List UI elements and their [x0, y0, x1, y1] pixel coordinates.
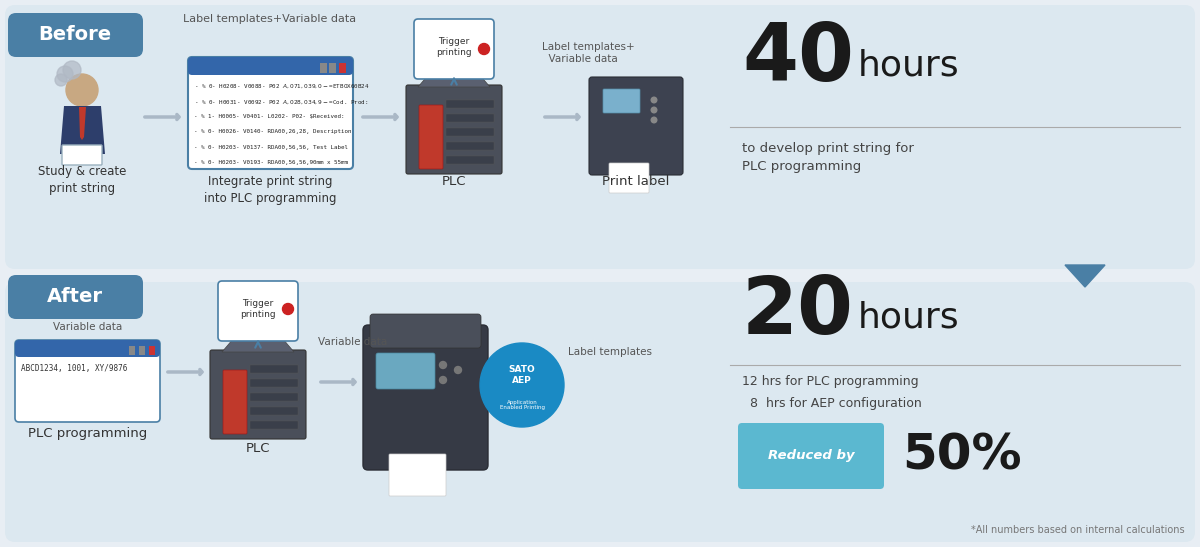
Bar	[139, 346, 145, 354]
Bar	[319, 62, 326, 73]
Text: Variable data: Variable data	[53, 322, 122, 332]
Text: Variable data: Variable data	[318, 337, 388, 347]
Text: Reduced by: Reduced by	[768, 450, 854, 463]
Text: Study & create
print string: Study & create print string	[38, 165, 126, 195]
Polygon shape	[222, 332, 294, 352]
Text: hours: hours	[858, 48, 960, 82]
FancyBboxPatch shape	[14, 340, 160, 357]
FancyBboxPatch shape	[218, 281, 298, 341]
Bar	[446, 114, 494, 122]
Text: Print label: Print label	[602, 175, 670, 188]
Bar	[250, 365, 298, 373]
Circle shape	[652, 97, 656, 103]
FancyBboxPatch shape	[414, 19, 494, 79]
FancyBboxPatch shape	[370, 314, 481, 348]
FancyBboxPatch shape	[14, 340, 160, 422]
Bar	[340, 62, 347, 73]
Text: SATO
AEP: SATO AEP	[509, 365, 535, 385]
Bar	[330, 62, 336, 73]
FancyBboxPatch shape	[604, 89, 640, 113]
Text: PLC: PLC	[442, 175, 467, 188]
FancyBboxPatch shape	[210, 350, 306, 439]
FancyBboxPatch shape	[376, 353, 436, 389]
FancyBboxPatch shape	[5, 5, 1195, 269]
Text: Integrate print string
into PLC programming: Integrate print string into PLC programm…	[204, 175, 336, 205]
Circle shape	[66, 74, 98, 106]
Circle shape	[652, 117, 656, 123]
Text: 12 hrs for PLC programming: 12 hrs for PLC programming	[742, 375, 919, 388]
Bar	[250, 421, 298, 429]
Text: Before: Before	[38, 26, 112, 44]
Circle shape	[480, 343, 564, 427]
Bar	[446, 100, 494, 108]
Polygon shape	[79, 107, 86, 140]
Text: Label templates: Label templates	[568, 347, 652, 357]
Bar	[446, 156, 494, 164]
Text: - % 1- H0005- V0401- L0202- P02- $Received:: - % 1- H0005- V0401- L0202- P02- $Receiv…	[194, 114, 344, 119]
Polygon shape	[1066, 265, 1105, 287]
Bar	[446, 142, 494, 150]
Text: Trigger
printing: Trigger printing	[240, 299, 276, 319]
Text: - % 0- H0208- V0088- P02 $A,071,039,0- $=ETBOX60B24: - % 0- H0208- V0088- P02 $A,071,039,0- $…	[194, 83, 370, 90]
FancyBboxPatch shape	[8, 275, 143, 319]
Text: 8  hrs for AEP configuration: 8 hrs for AEP configuration	[742, 397, 922, 410]
Text: - % 0- H0031- V0092- P02 $A,028,034,9- $=Cod. Prod:: - % 0- H0031- V0092- P02 $A,028,034,9- $…	[194, 98, 368, 106]
Text: After: After	[47, 288, 103, 306]
Circle shape	[652, 107, 656, 113]
FancyBboxPatch shape	[8, 13, 143, 57]
FancyBboxPatch shape	[610, 163, 649, 193]
Text: PLC programming: PLC programming	[29, 427, 148, 440]
FancyBboxPatch shape	[188, 57, 353, 169]
Bar	[250, 393, 298, 401]
Circle shape	[455, 366, 462, 374]
FancyBboxPatch shape	[589, 77, 683, 175]
FancyBboxPatch shape	[419, 105, 443, 169]
FancyBboxPatch shape	[406, 85, 502, 174]
FancyBboxPatch shape	[188, 57, 353, 75]
Circle shape	[439, 376, 446, 383]
Circle shape	[439, 362, 446, 369]
Text: 40: 40	[742, 20, 854, 98]
FancyBboxPatch shape	[223, 370, 247, 434]
Circle shape	[58, 66, 73, 82]
FancyBboxPatch shape	[389, 454, 446, 496]
Text: - % 0- H0203- V0137- RDA00,56,56, Test Label: - % 0- H0203- V0137- RDA00,56,56, Test L…	[194, 145, 348, 150]
Circle shape	[55, 74, 67, 86]
Polygon shape	[60, 106, 106, 154]
Text: *All numbers based on internal calculations: *All numbers based on internal calculati…	[971, 525, 1186, 535]
Text: 20: 20	[742, 273, 854, 351]
Text: - % 0- H0026- V0140- RDA00,26,28, Description: - % 0- H0026- V0140- RDA00,26,28, Descri…	[194, 130, 352, 135]
Text: Label templates+
  Variable data: Label templates+ Variable data	[542, 42, 635, 64]
Text: 50%: 50%	[902, 432, 1021, 480]
Bar	[128, 346, 134, 354]
Bar	[446, 128, 494, 136]
Circle shape	[479, 44, 490, 55]
Bar	[250, 407, 298, 415]
Text: Label templates+Variable data: Label templates+Variable data	[184, 14, 356, 24]
Bar	[149, 346, 155, 354]
Text: ABCD1234, 1001, XY/9876: ABCD1234, 1001, XY/9876	[22, 364, 127, 373]
Text: to develop print string for
PLC programming: to develop print string for PLC programm…	[742, 142, 914, 173]
FancyBboxPatch shape	[5, 282, 1195, 542]
FancyBboxPatch shape	[364, 325, 488, 470]
Text: Trigger
printing: Trigger printing	[436, 37, 472, 57]
Text: PLC: PLC	[246, 442, 270, 455]
FancyBboxPatch shape	[62, 145, 102, 165]
Text: hours: hours	[858, 300, 960, 334]
Polygon shape	[418, 67, 490, 87]
Text: - % 0- H0203- V0193- RDA00,56,56,90mm x 55mm: - % 0- H0203- V0193- RDA00,56,56,90mm x …	[194, 160, 348, 166]
Text: Application
Enabled Printing: Application Enabled Printing	[499, 400, 545, 410]
Circle shape	[64, 61, 82, 79]
Bar	[250, 379, 298, 387]
FancyBboxPatch shape	[738, 423, 884, 489]
Circle shape	[282, 304, 294, 315]
